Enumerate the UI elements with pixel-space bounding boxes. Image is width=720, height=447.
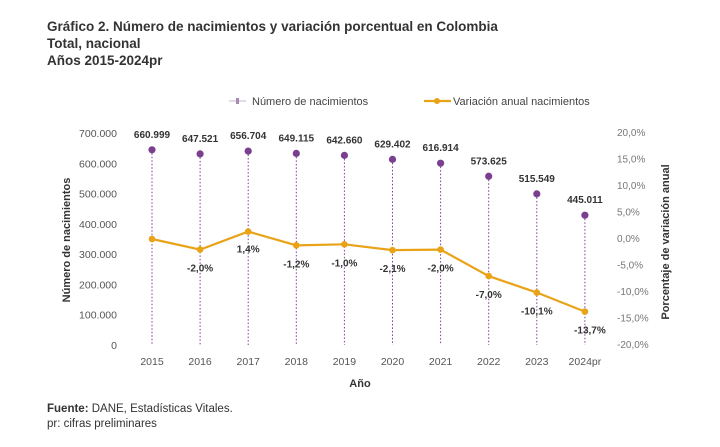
- y-tick-label: 500.000: [79, 189, 117, 201]
- variation-point: [581, 308, 589, 315]
- lollipop-dot: [533, 190, 541, 198]
- x-axis-title: Año: [349, 378, 371, 390]
- y2-tick-label: -15,0%: [617, 314, 649, 325]
- births-data-label: 629.402: [374, 139, 411, 150]
- title-line-3: Años 2015-2024pr: [47, 53, 163, 68]
- x-tick-label: 2022: [477, 356, 501, 368]
- legend-births-icon: [236, 98, 239, 104]
- y2-tick-label: -10,0%: [617, 287, 649, 298]
- x-tick-label: 2017: [237, 356, 261, 368]
- lollipop-dot: [437, 159, 445, 167]
- title-line-1: Gráfico 2. Número de nacimientos y varia…: [47, 19, 498, 34]
- variation-data-label: 1,4%: [237, 245, 260, 256]
- variation-point: [148, 235, 156, 243]
- y-tick-label: 300.000: [79, 249, 117, 261]
- y2-tick-label: 15,0%: [617, 155, 645, 166]
- preliminary-note: pr: cifras preliminares: [47, 418, 157, 430]
- births-data-label: 660.999: [134, 130, 171, 141]
- x-tick-label: 2015: [140, 356, 164, 368]
- variation-data-label: -2,0%: [187, 264, 213, 275]
- births-data-label: 656.704: [230, 131, 267, 142]
- chart-title: Gráfico 2. Número de nacimientos y varia…: [47, 18, 498, 69]
- births-data-label: 649.115: [278, 133, 314, 144]
- variation-point: [244, 228, 252, 235]
- y2-tick-label: -20,0%: [617, 340, 649, 351]
- lollipop-dot: [581, 211, 589, 219]
- lollipop-dot: [196, 150, 204, 158]
- lollipop-dot: [292, 149, 300, 158]
- variation-data-label: -7,0%: [476, 290, 502, 301]
- variation-data-label: -13,7%: [574, 326, 606, 337]
- variation-data-label: -2,1%: [379, 264, 405, 275]
- births-data-label: 616.914: [423, 143, 460, 154]
- variation-data-label: -1,0%: [331, 258, 357, 269]
- x-tick-label: 2023: [525, 356, 549, 368]
- y-tick-label: 700.000: [79, 128, 117, 140]
- source-note: Fuente: DANE, Estadísticas Vitales. pr: …: [47, 402, 233, 432]
- y2-tick-label: 10,0%: [617, 181, 645, 192]
- lollipop-dot: [485, 172, 493, 180]
- variation-data-label: -2,0%: [428, 264, 454, 275]
- y2-tick-label: 20,0%: [617, 128, 645, 139]
- y2-tick-label: -5,0%: [617, 261, 643, 272]
- variation-data-label: -1,2%: [283, 259, 309, 270]
- variation-point: [437, 246, 444, 253]
- x-tick-label: 2018: [285, 356, 309, 368]
- variation-point: [533, 289, 541, 296]
- legend-variation-icon: [434, 98, 440, 104]
- y-tick-label: 400.000: [79, 219, 117, 231]
- lollipop-dot: [148, 146, 156, 154]
- births-data-label: 515.549: [519, 174, 556, 185]
- lollipop-dot: [244, 147, 252, 155]
- title-line-2: Total, nacional: [47, 36, 141, 51]
- births-data-label: 573.625: [471, 156, 508, 167]
- lollipop-dot: [340, 151, 348, 159]
- x-tick-label: 2024pr: [569, 356, 602, 368]
- births-data-label: 647.521: [182, 134, 219, 145]
- y-tick-label: 0: [111, 340, 117, 352]
- x-tick-label: 2020: [381, 356, 405, 368]
- x-tick-label: 2016: [188, 356, 212, 368]
- y-tick-label: 600.000: [79, 158, 117, 170]
- y-axis-title: Número de nacimientos: [61, 178, 73, 303]
- x-tick-label: 2019: [333, 356, 357, 368]
- variation-point: [389, 246, 396, 254]
- variation-point: [485, 272, 493, 280]
- y-tick-label: 100.000: [79, 310, 117, 322]
- source-label: Fuente:: [47, 403, 89, 415]
- variation-point: [341, 241, 348, 248]
- variation-point: [196, 246, 204, 253]
- legend-variation-label: Variación anual nacimientos: [453, 96, 590, 108]
- lollipop-dot: [388, 155, 397, 163]
- source-text: DANE, Estadísticas Vitales.: [88, 403, 233, 415]
- x-tick-label: 2021: [429, 356, 453, 368]
- births-data-label: 445.011: [567, 195, 603, 206]
- variation-point: [293, 242, 300, 249]
- y2-tick-label: 5,0%: [617, 208, 640, 219]
- variation-line: [151, 230, 586, 313]
- y-tick-label: 200.000: [79, 279, 117, 291]
- legend-births-label: Número de nacimientos: [252, 96, 369, 108]
- y2-tick-label: 0,0%: [617, 234, 640, 245]
- variation-data-label: -10,1%: [521, 307, 553, 318]
- births-data-label: 642.660: [326, 135, 363, 146]
- y2-axis-title: Porcentaje de variación anual: [660, 164, 672, 319]
